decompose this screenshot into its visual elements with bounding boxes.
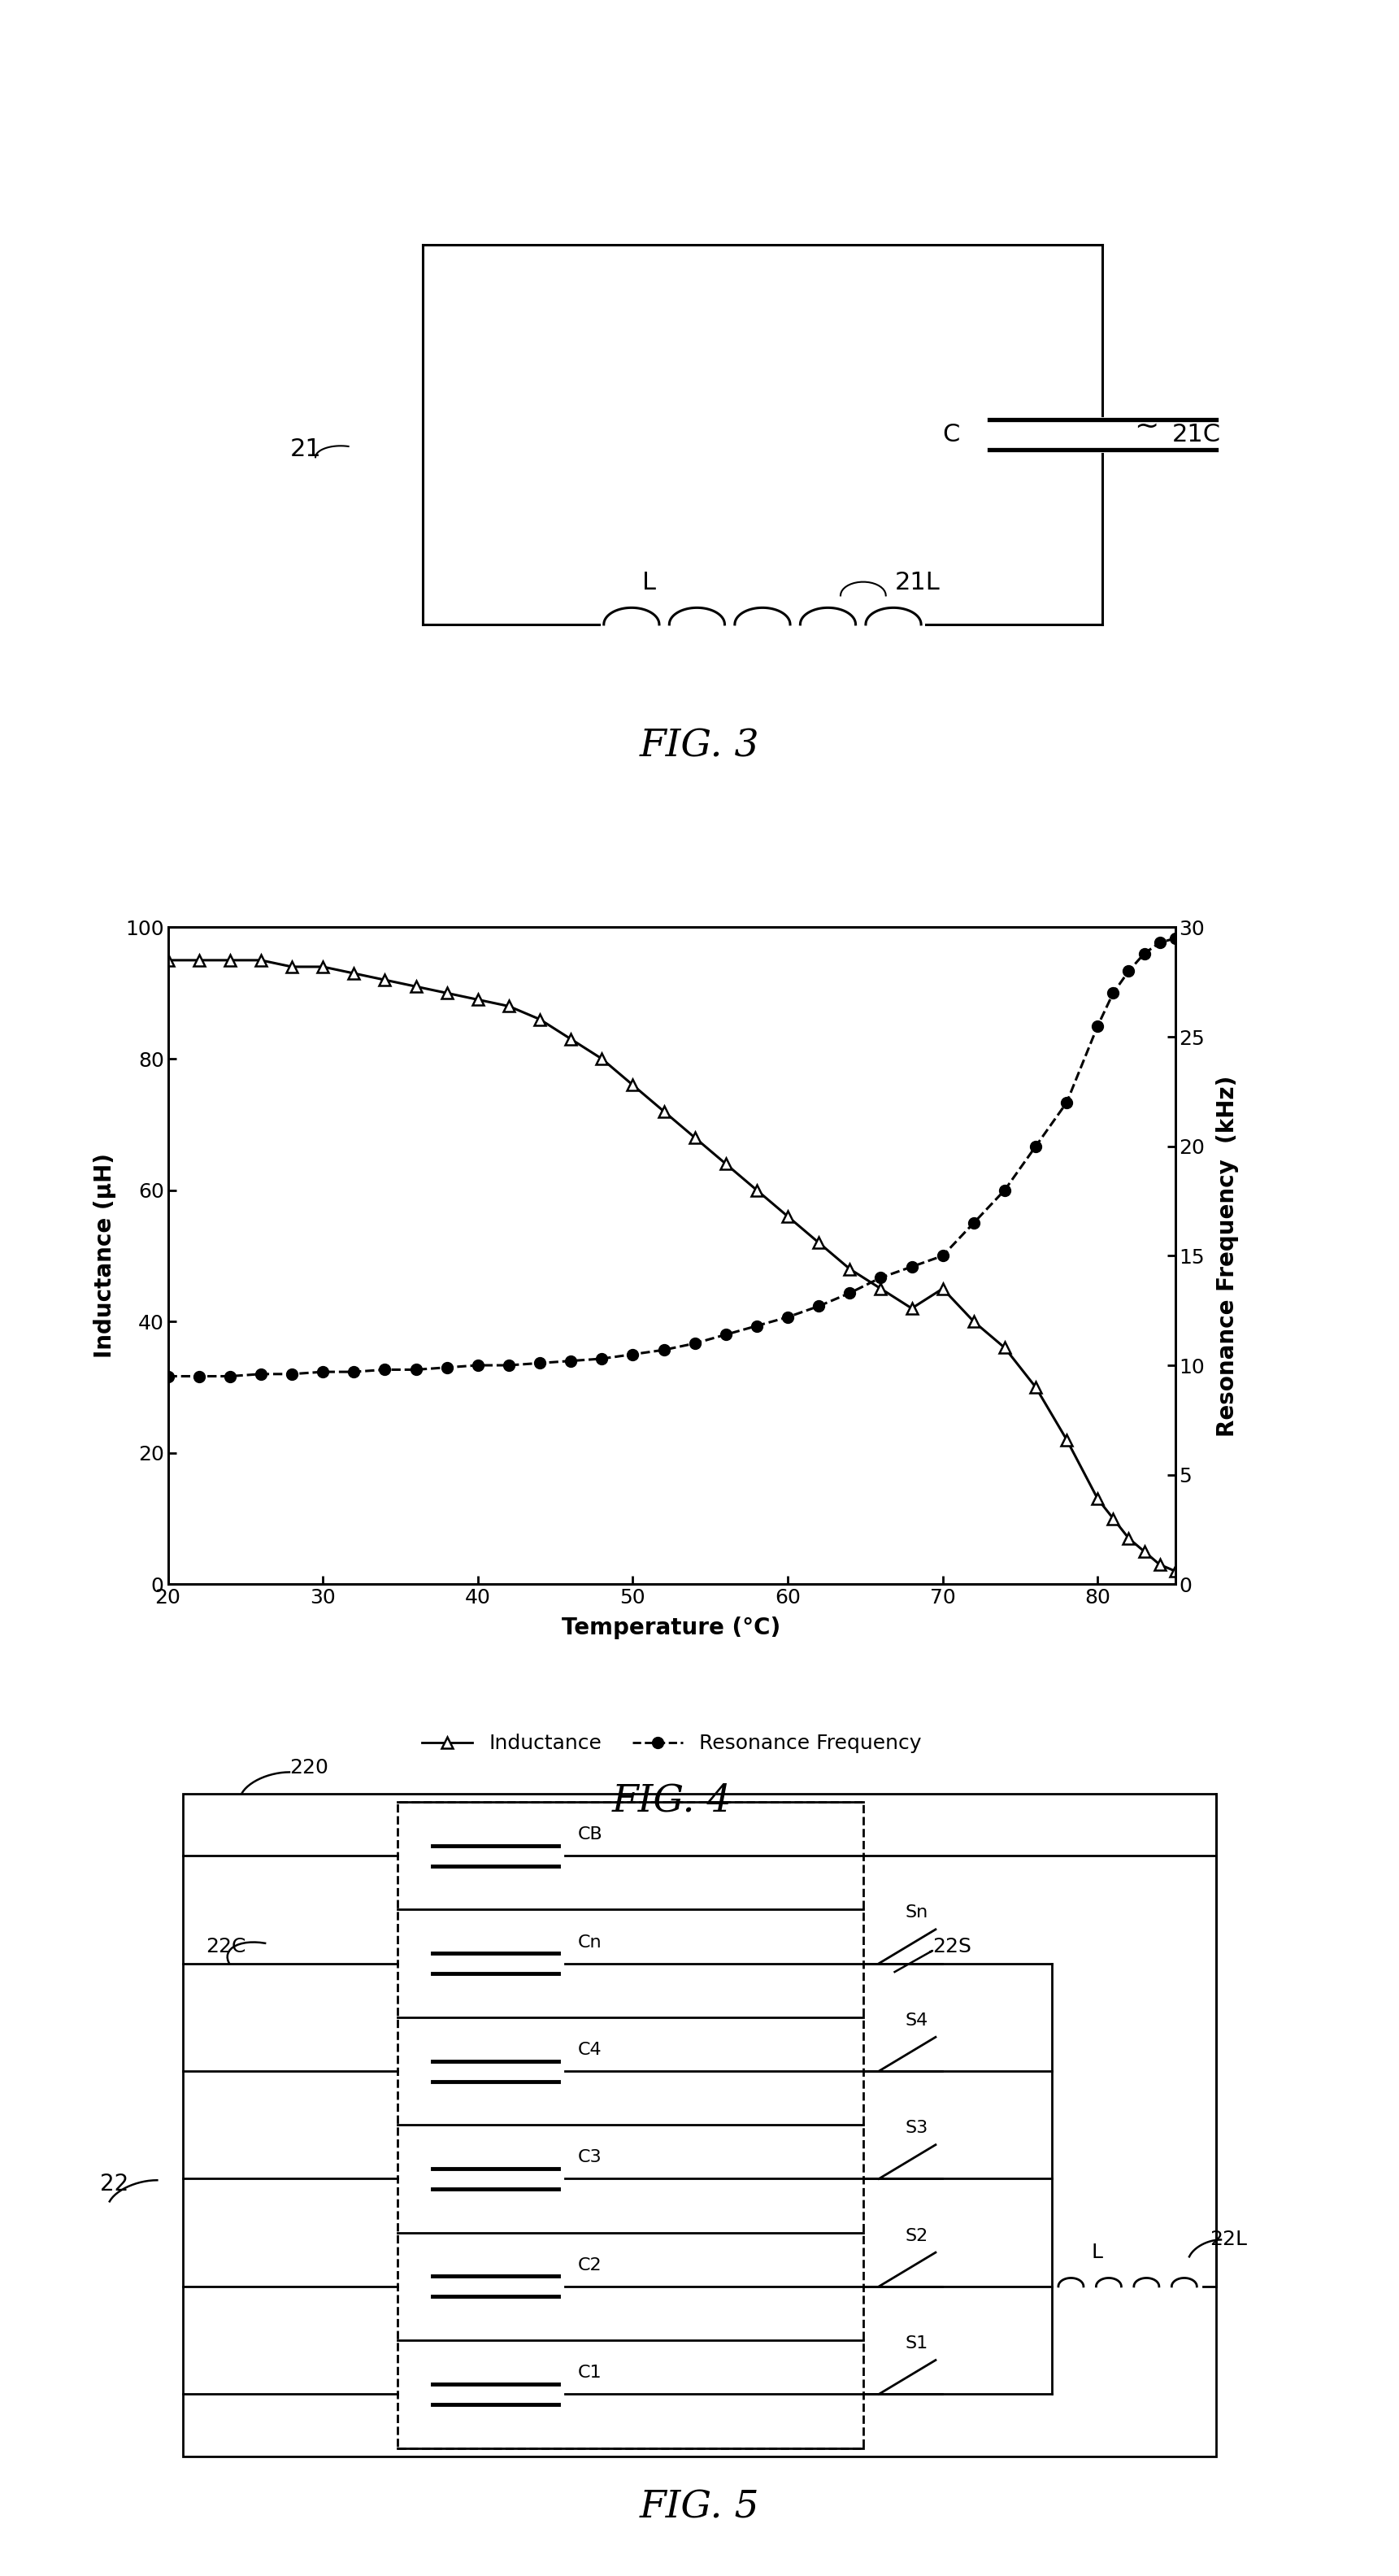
Text: FIG. 5: FIG. 5	[639, 2488, 760, 2527]
Text: 21: 21	[290, 438, 322, 461]
Legend: Inductance, Resonance Frequency: Inductance, Resonance Frequency	[414, 1726, 929, 1762]
Text: C1: C1	[578, 2365, 602, 2380]
Text: 22S: 22S	[932, 1937, 971, 1955]
Bar	[397, 1801, 863, 2447]
Text: 220: 220	[290, 1759, 329, 1777]
X-axis label: Temperature (°C): Temperature (°C)	[562, 1618, 781, 1638]
Text: 21L: 21L	[895, 572, 940, 595]
Text: 22C: 22C	[206, 1937, 246, 1955]
Text: FIG. 4: FIG. 4	[611, 1783, 732, 1819]
Text: CB: CB	[578, 1826, 603, 1842]
Text: C4: C4	[578, 2043, 602, 2058]
Text: C2: C2	[578, 2257, 602, 2275]
Text: Cn: Cn	[578, 1935, 602, 1950]
Text: S2: S2	[905, 2228, 928, 2244]
Y-axis label: Resonance Frequency  (kHz): Resonance Frequency (kHz)	[1216, 1074, 1240, 1437]
Text: Sn: Sn	[905, 1904, 928, 1922]
Text: L: L	[642, 572, 656, 595]
Bar	[183, 1793, 1216, 2458]
Text: S1: S1	[905, 2336, 928, 2352]
Y-axis label: Inductance (μH): Inductance (μH)	[94, 1154, 116, 1358]
Text: 22: 22	[99, 2174, 129, 2195]
Text: S3: S3	[905, 2120, 928, 2136]
Text: 22L: 22L	[1209, 2231, 1247, 2249]
Text: C: C	[943, 422, 960, 446]
Text: 21C: 21C	[1172, 422, 1220, 446]
Text: ~: ~	[1135, 412, 1158, 440]
Text: L: L	[1091, 2244, 1102, 2262]
Text: FIG. 3: FIG. 3	[639, 726, 760, 765]
Text: S4: S4	[905, 2012, 928, 2027]
Text: C3: C3	[578, 2148, 602, 2166]
